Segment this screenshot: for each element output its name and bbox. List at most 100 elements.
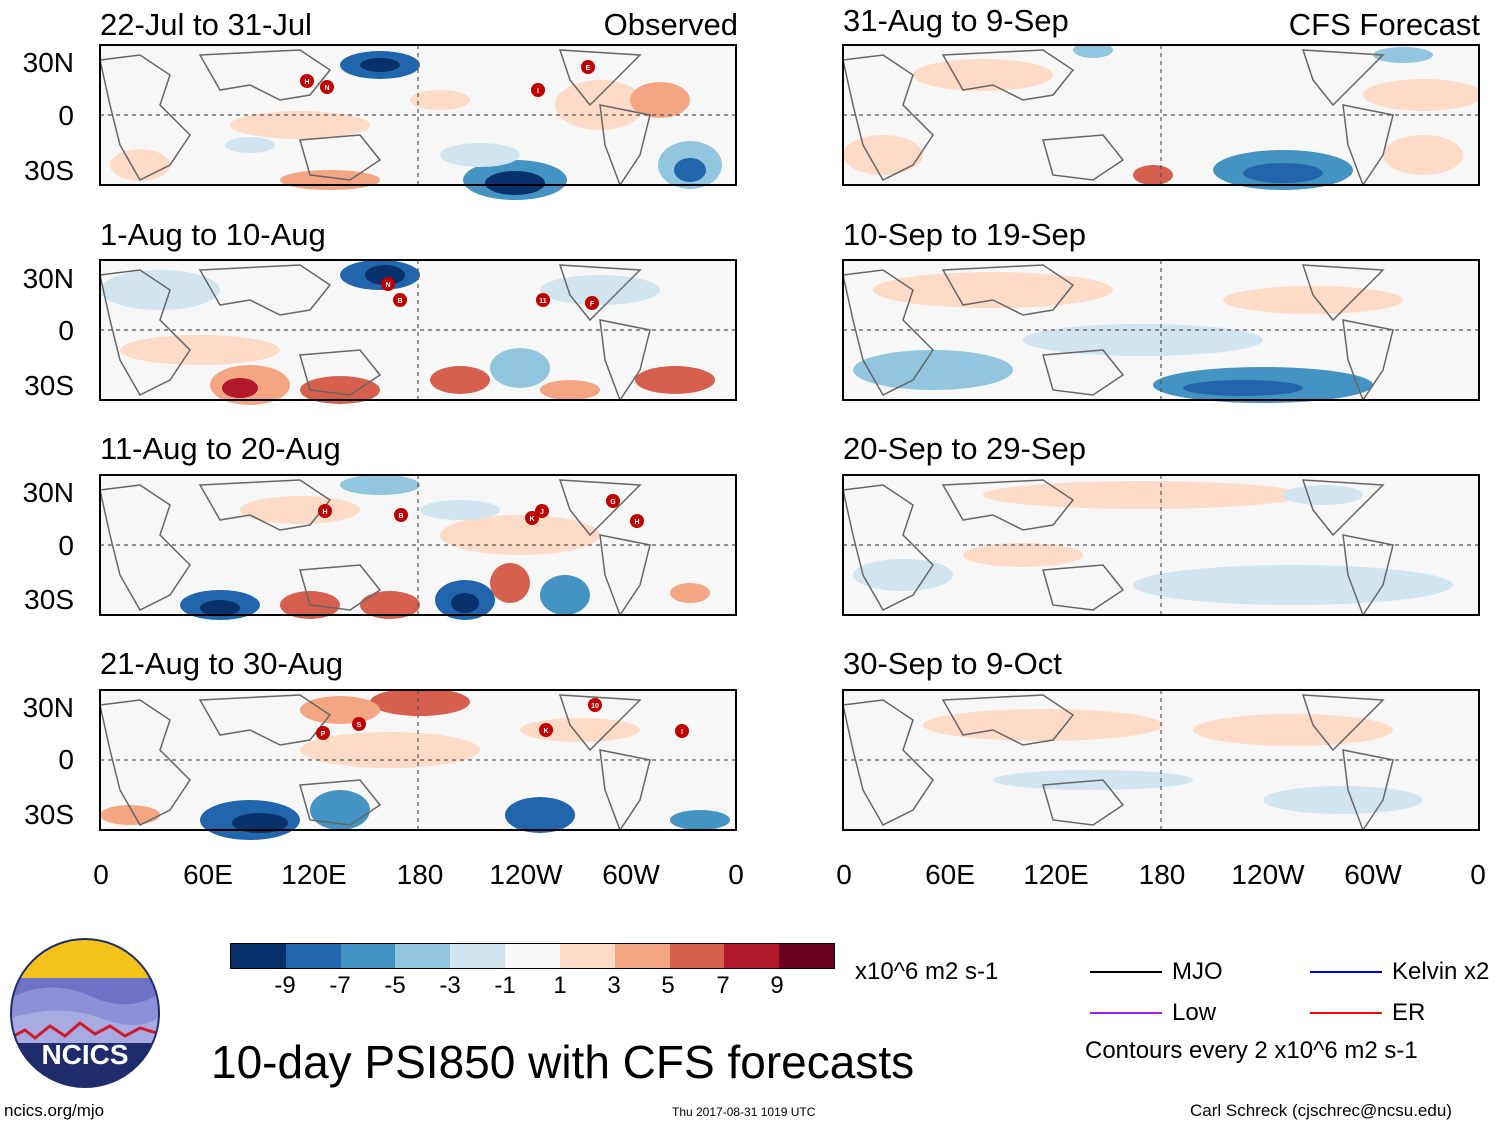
colorbar-swatch [779, 944, 834, 968]
panel-title-3: 11-Aug to 20-Aug [100, 431, 341, 466]
lat-label-0: 0 [58, 744, 74, 775]
panel-title-8: 30-Sep to 9-Oct [843, 646, 1062, 681]
storm-marker: J [535, 504, 549, 518]
contour-note: Contours every 2 x10^6 m2 s-1 [1085, 1037, 1418, 1064]
panel-title-5: 31-Aug to 9-Sep [843, 3, 1069, 38]
svg-text:B: B [398, 513, 403, 520]
storm-marker: 11 [536, 293, 550, 307]
storm-marker: N [381, 277, 395, 291]
legend-line-mjo [1090, 971, 1162, 973]
panel-title-7: 20-Sep to 29-Sep [843, 431, 1087, 466]
author-credit: Carl Schreck (cjschrec@ncsu.edu) [1190, 1101, 1452, 1120]
ncics-logo [10, 938, 160, 1088]
colorbar-label: 1 [553, 972, 567, 999]
lon-label-180: 180 [1138, 859, 1186, 890]
svg-text:N: N [385, 282, 390, 289]
colorbar-swatch [505, 944, 560, 968]
storm-marker: B [394, 508, 408, 522]
lon-label-60w: 60W [1344, 859, 1402, 890]
legend-line-kelvin [1310, 971, 1382, 973]
svg-text:K: K [543, 728, 548, 735]
colorbar-label: -9 [274, 972, 296, 999]
svg-text:G: G [610, 499, 616, 506]
storm-marker: N [320, 80, 334, 94]
panel-title-6: 10-Sep to 19-Sep [843, 217, 1087, 252]
logo-text: NCICS [41, 1039, 129, 1070]
colorbar [230, 943, 835, 969]
colorbar-label: 9 [770, 972, 784, 999]
colorbar-label: -5 [384, 972, 406, 999]
svg-text:H: H [304, 79, 309, 86]
storm-marker: G [606, 494, 620, 508]
storm-marker: F [585, 296, 599, 310]
map-panel-5 [842, 44, 1480, 190]
colorbar-swatch [285, 944, 341, 968]
svg-text:K: K [529, 516, 534, 523]
svg-text:J: J [540, 509, 544, 516]
colorbar-swatch [724, 944, 780, 968]
lon-label-0: 0 [93, 859, 109, 890]
colorbar-swatch [559, 944, 615, 968]
storm-marker: K [539, 723, 553, 737]
timestamp: Thu 2017-08-31 1019 UTC [672, 1105, 816, 1119]
storm-marker: I [531, 83, 545, 97]
lat-label-30n: 30N [22, 47, 74, 78]
map-panel-4 [99, 689, 737, 840]
svg-text:F: F [590, 301, 595, 308]
colorbar-swatch [231, 944, 286, 968]
map-panels: H N I E N B 11 F H B K J G H P S K 10 I [99, 44, 1480, 840]
legend-line-low [1090, 1012, 1162, 1014]
storm-marker: H [318, 504, 332, 518]
panel-title-2: 1-Aug to 10-Aug [100, 217, 326, 252]
lat-label-30n: 30N [22, 263, 74, 294]
main-title: 10-day PSI850 with CFS forecasts [211, 1036, 915, 1088]
website-link[interactable]: ncics.org/mjo [4, 1101, 105, 1120]
lon-label-180: 180 [396, 859, 444, 890]
svg-text:S: S [357, 722, 362, 729]
colorbar-label: -1 [494, 972, 516, 999]
panel-title-1: 22-Jul to 31-Jul [100, 7, 312, 42]
colorbar-swatch [669, 944, 725, 968]
lat-label-0: 0 [58, 530, 74, 561]
svg-text:P: P [321, 731, 326, 738]
colorbar-label: 5 [661, 972, 675, 999]
lon-label-0-end: 0 [728, 859, 744, 890]
units-label: x10^6 m2 s-1 [855, 958, 999, 985]
svg-text:I: I [537, 88, 539, 95]
lon-label-60e: 60E [183, 859, 233, 890]
lon-label-0-end: 0 [1470, 859, 1486, 890]
map-panel-1 [99, 44, 737, 200]
lat-label-0: 0 [58, 100, 74, 131]
storm-marker: H [630, 514, 644, 528]
storm-marker: 10 [588, 698, 602, 712]
colorbar-swatch [395, 944, 451, 968]
colorbar-label: -7 [329, 972, 351, 999]
lat-label-30s: 30S [24, 584, 74, 615]
svg-text:10: 10 [591, 703, 599, 710]
legend-label-low: Low [1172, 999, 1217, 1026]
lat-label-30s: 30S [24, 370, 74, 401]
lon-label-120w: 120W [489, 859, 563, 890]
colorbar-label: 3 [607, 972, 621, 999]
storm-marker: P [316, 726, 330, 740]
storm-marker: S [352, 717, 366, 731]
map-panel-3 [99, 474, 737, 620]
legend-label-kelvin: Kelvin x2 [1392, 958, 1490, 985]
map-panel-2 [99, 259, 737, 405]
svg-text:E: E [586, 65, 591, 72]
map-panel-7 [842, 474, 1480, 617]
map-panel-6 [842, 259, 1480, 403]
colorbar-swatch [450, 944, 506, 968]
svg-text:H: H [322, 509, 327, 516]
map-panel-8 [842, 689, 1480, 832]
lon-label-120w: 120W [1231, 859, 1305, 890]
storm-marker: E [581, 60, 595, 74]
svg-text:I: I [681, 729, 683, 736]
lat-label-30n: 30N [22, 477, 74, 508]
legend-label-mjo: MJO [1172, 958, 1223, 985]
legend-line-er [1310, 1012, 1382, 1014]
colorbar-swatch [614, 944, 670, 968]
storm-marker: H [300, 74, 314, 88]
lon-label-120e: 120E [1023, 859, 1089, 890]
lat-label-0: 0 [58, 315, 74, 346]
